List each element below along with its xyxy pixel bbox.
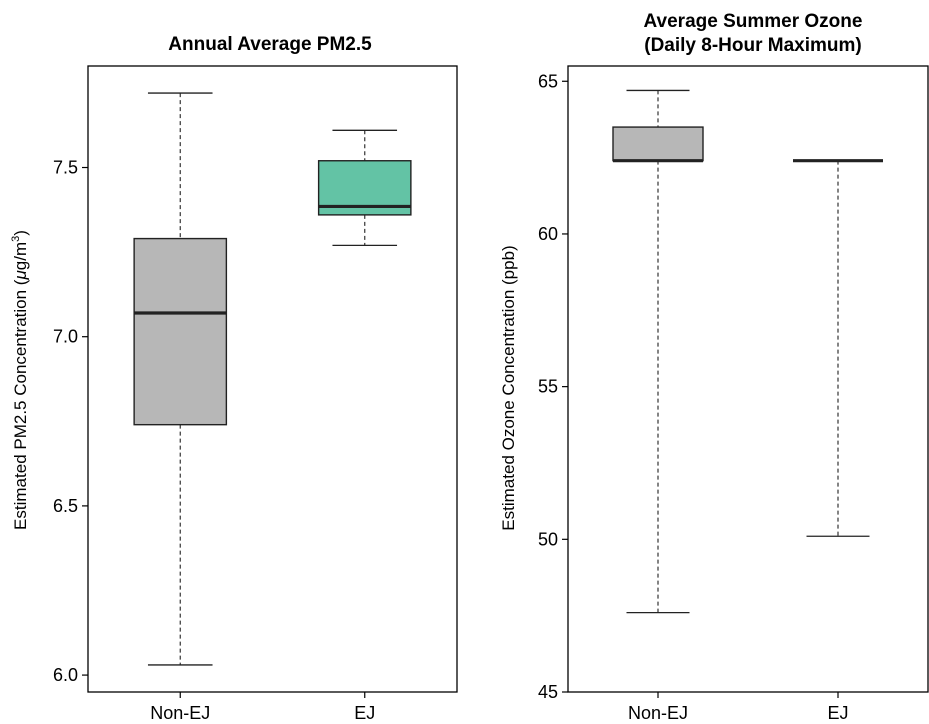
pm25-ylabel: Estimated PM2.5 Concentration (μg/m3) — [10, 230, 30, 530]
box-iqr — [613, 127, 703, 161]
y-tick-label: 7.5 — [53, 158, 78, 178]
ozone-title-line2: (Daily 8-Hour Maximum) — [644, 35, 861, 56]
y-tick-label: 6.5 — [53, 496, 78, 516]
pm25-x-ticks: Non-EJ EJ — [150, 692, 375, 723]
y-tick-label: 65 — [538, 71, 558, 91]
box-iqr — [134, 239, 226, 425]
y-tick-label: 60 — [538, 224, 558, 244]
x-tick-label: Non-EJ — [150, 703, 210, 723]
x-tick-label: EJ — [354, 703, 375, 723]
ozone-panel: Average Summer Ozone (Daily 8-Hour Maxim… — [499, 11, 928, 723]
pm25-title: Annual Average PM2.5 — [168, 34, 372, 55]
pm25-boxes — [134, 93, 411, 665]
ozone-y-ticks: 45 50 55 60 65 — [538, 71, 568, 702]
ozone-x-ticks: Non-EJ EJ — [628, 692, 849, 723]
y-tick-label: 6.0 — [53, 665, 78, 685]
y-tick-label: 55 — [538, 377, 558, 397]
ozone-boxes — [613, 90, 883, 612]
ozone-ylabel: Estimated Ozone Concentration (ppb) — [499, 245, 518, 530]
x-tick-label: Non-EJ — [628, 703, 688, 723]
y-tick-label: 45 — [538, 682, 558, 702]
x-tick-label: EJ — [827, 703, 848, 723]
y-tick-label: 7.0 — [53, 327, 78, 347]
ozone-title-line1: Average Summer Ozone — [644, 11, 863, 32]
y-tick-label: 50 — [538, 529, 558, 549]
pm25-panel: Annual Average PM2.5 Estimated PM2.5 Con… — [10, 34, 457, 723]
pm25-y-ticks: 6.0 6.5 7.0 7.5 — [53, 158, 88, 686]
